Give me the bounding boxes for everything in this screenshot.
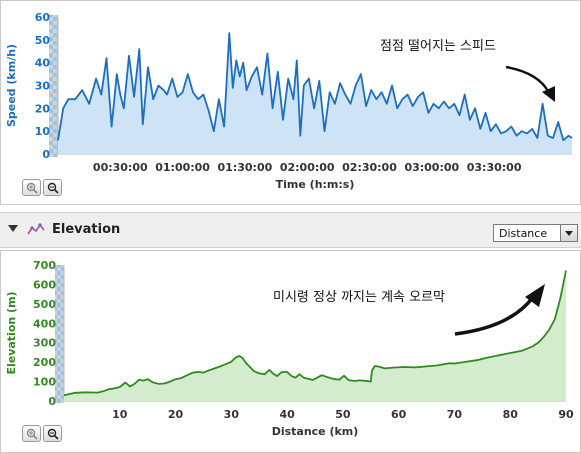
speed-zoom-in-button[interactable]	[22, 179, 41, 196]
speed-y-tick-label: 40	[35, 57, 51, 70]
elevation-range-handle[interactable]	[55, 265, 64, 403]
elevation-y-axis-label: Elevation (m)	[5, 291, 18, 374]
elevation-annotation-arrowhead	[525, 284, 545, 307]
x-axis-select-value: Distance	[499, 227, 548, 240]
speed-chart-panel: 0 10 20 30 40 50 60 00:30:00 01:00:00 01:30:00 02:…	[0, 0, 581, 205]
speed-x-axis-label: Time (h:m:s)	[276, 178, 355, 191]
speed-zoom-out-button[interactable]	[43, 179, 62, 196]
elevation-y-tick-label: 500	[33, 298, 56, 311]
speed-annotation: 점점 떨어지는 스피드	[380, 39, 496, 54]
elevation-zoom-in-button[interactable]	[22, 425, 41, 442]
elevation-y-tick-label: 700	[33, 259, 56, 272]
chevron-down-icon[interactable]	[560, 225, 577, 241]
elevation-x-tick-label: 60	[391, 408, 407, 421]
collapse-arrow-icon[interactable]	[8, 225, 18, 232]
zoom-in-icon	[26, 182, 38, 194]
elevation-y-tick-label: 600	[33, 278, 56, 291]
elevation-annotation: 미시령 정상 까지는 계속 오르막	[273, 290, 445, 305]
speed-range-handle[interactable]	[49, 15, 58, 157]
speed-x-tick-label: 00:30:00	[93, 161, 148, 174]
elevation-x-tick-label: 90	[558, 408, 574, 421]
elevation-y-tick-label: 100	[33, 376, 56, 389]
elevation-title: Elevation	[52, 222, 121, 237]
zoom-out-icon	[47, 182, 59, 194]
elevation-x-tick-label: 50	[335, 408, 351, 421]
speed-y-tick-label: 0	[42, 148, 50, 161]
speed-y-axis-label: Speed (km/h)	[5, 44, 18, 127]
speed-x-tick-label: 02:30:00	[342, 161, 397, 174]
speed-series-line	[57, 32, 573, 142]
x-axis-select[interactable]: Distance	[493, 224, 578, 242]
speed-x-tick-label: 01:00:00	[155, 161, 210, 174]
speed-annotation-arrowhead	[542, 86, 555, 102]
zoom-out-icon	[47, 428, 59, 440]
speed-chart: 0 10 20 30 40 50 60 00:30:00 01:00:00 01:30:00 02:…	[5, 11, 573, 191]
elevation-icon	[27, 223, 45, 235]
zoom-in-icon	[26, 428, 38, 440]
elevation-chart: 0 100 200 300 400 500 600 700 10 20 30 40 50 60 70 80 90…	[5, 259, 574, 438]
speed-y-tick-label: 30	[35, 80, 51, 93]
speed-annotation-arrow	[505, 65, 551, 94]
elevation-x-tick-label: 40	[279, 408, 295, 421]
speed-x-tick-label: 03:00:00	[404, 161, 459, 174]
elevation-zoom-out-button[interactable]	[43, 425, 62, 442]
elevation-y-tick-label: 400	[33, 317, 56, 330]
elevation-series-line	[63, 270, 567, 397]
elevation-x-tick-label: 80	[503, 408, 519, 421]
speed-y-tick-label: 50	[35, 34, 51, 47]
speed-series-area	[58, 33, 572, 154]
elevation-section-header: Elevation Distance	[0, 212, 581, 248]
elevation-series-area	[64, 270, 566, 401]
speed-x-tick-label: 01:30:00	[218, 161, 273, 174]
speed-y-tick-label: 60	[35, 11, 51, 24]
elevation-x-axis-label: Distance (km)	[272, 425, 359, 438]
elevation-y-tick-label: 200	[33, 356, 56, 369]
elevation-x-tick-label: 30	[224, 408, 240, 421]
speed-x-tick-label: 03:30:00	[467, 161, 522, 174]
elevation-chart-panel: 0 100 200 300 400 500 600 700 10 20 30 40 50 60 70 80 90…	[0, 250, 581, 453]
elevation-y-tick-label: 0	[48, 395, 56, 408]
speed-y-tick-label: 10	[35, 125, 51, 138]
elevation-y-tick-label: 300	[33, 337, 56, 350]
elevation-x-tick-label: 20	[168, 408, 184, 421]
speed-y-tick-label: 20	[35, 102, 51, 115]
elevation-x-tick-label: 70	[447, 408, 463, 421]
elevation-annotation-arrow	[454, 295, 535, 336]
elevation-x-tick-label: 10	[112, 408, 128, 421]
speed-x-tick-label: 02:00:00	[280, 161, 335, 174]
